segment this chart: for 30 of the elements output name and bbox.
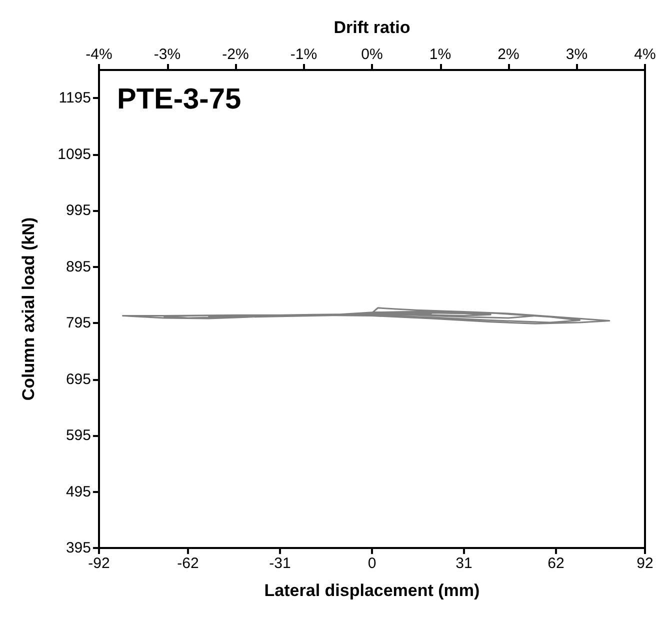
y-tick-label: 1095: [58, 146, 91, 163]
x-tick-label: -62: [177, 555, 199, 572]
x2-axis-title: Drift ratio: [334, 18, 410, 37]
y-tick-label: 1195: [58, 90, 91, 107]
y-tick-label: 895: [66, 258, 91, 276]
x2-tick-label: -4%: [86, 46, 112, 63]
text: PTE-3-75: [117, 84, 242, 116]
y-tick-label: 695: [66, 370, 91, 388]
x-tick-label: 62: [548, 555, 564, 572]
x-tick-label: -92: [88, 555, 110, 572]
x-tick-label: 0: [368, 555, 376, 572]
x2-tick-label: -2%: [222, 46, 249, 63]
x2-tick-label: 3%: [566, 46, 588, 63]
y-axis-title: Column axial load (kN): [19, 217, 38, 401]
x2-tick-label: 4%: [634, 46, 656, 63]
x-tick-label: -31: [269, 555, 291, 572]
x2-tick-label: -3%: [154, 46, 181, 63]
x2-tick-label: 0%: [361, 46, 383, 63]
y-tick-label: 395: [66, 540, 91, 556]
x-tick-label: 31: [456, 555, 472, 572]
x-tick-label: 92: [636, 555, 654, 572]
x-axis-title: Lateral displacement (mm): [264, 581, 480, 600]
y-tick-label: 795: [66, 314, 91, 332]
y-tick-label: 995: [66, 202, 91, 220]
y-tick-label: 495: [66, 483, 91, 500]
y-tick-label: 595: [66, 427, 91, 444]
x2-tick-label: 1%: [429, 46, 452, 63]
x2-tick-label: -1%: [290, 46, 318, 63]
line-series: [122, 307, 610, 324]
x2-tick-label: 2%: [498, 46, 520, 63]
